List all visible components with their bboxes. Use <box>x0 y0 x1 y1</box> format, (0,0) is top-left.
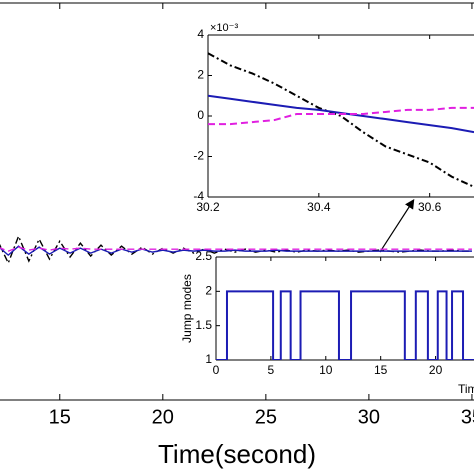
x-axis-label: Time(second) <box>158 439 316 469</box>
series-line <box>0 245 472 257</box>
plot-2: 0 5 10 15 20 1 1.5 2 2.5 Tim Jump modes <box>180 249 474 396</box>
series-group <box>208 52 474 188</box>
zoom-arrow <box>379 198 415 253</box>
x-tick-label: 20 <box>429 363 443 377</box>
x-tick-label: 15 <box>49 406 71 428</box>
x-tick-label: 5 <box>268 363 275 377</box>
series-line <box>208 94 474 134</box>
y-tick-label: 1 <box>205 352 212 366</box>
y-tick-label: 0 <box>197 108 204 122</box>
y-axis-label: Jump modes <box>180 274 194 343</box>
x-tick-label: 25 <box>255 406 277 428</box>
x-tick-label: 20 <box>152 406 174 428</box>
x-tick-label: 30.2 <box>196 200 220 214</box>
y-tick-label: 2 <box>197 68 204 82</box>
y-tick-label: -2 <box>193 149 204 163</box>
x-tick-label: 35 <box>461 406 474 428</box>
y-tick-label: 1.5 <box>195 318 212 332</box>
x-tick-label: 30.4 <box>307 200 331 214</box>
exponent-label: ×10⁻³ <box>210 22 238 34</box>
series-line <box>208 52 474 188</box>
y-tick-label: 2.5 <box>195 249 212 263</box>
y-tick-label: -4 <box>193 189 204 203</box>
x-axis-label: Tim <box>458 382 474 396</box>
x-tick-label: 30.6 <box>418 200 442 214</box>
plot-background <box>208 35 474 197</box>
series-line <box>216 290 474 360</box>
series-group <box>0 234 472 265</box>
x-tick-label: 0 <box>213 363 220 377</box>
x-tick-label: 15 <box>374 363 388 377</box>
y-tick-label: 4 <box>197 27 204 41</box>
x-tick-label: 30 <box>358 406 380 428</box>
series-line <box>208 106 474 126</box>
x-tick-label: 10 <box>319 363 333 377</box>
series-line <box>0 246 472 252</box>
plot-background <box>216 257 474 360</box>
series-group <box>216 290 474 360</box>
plot-1: 30.2 30.4 30.6 -4 -2 0 2 4 ×10⁻³ <box>193 22 474 214</box>
y-tick-label: 2 <box>205 284 212 298</box>
